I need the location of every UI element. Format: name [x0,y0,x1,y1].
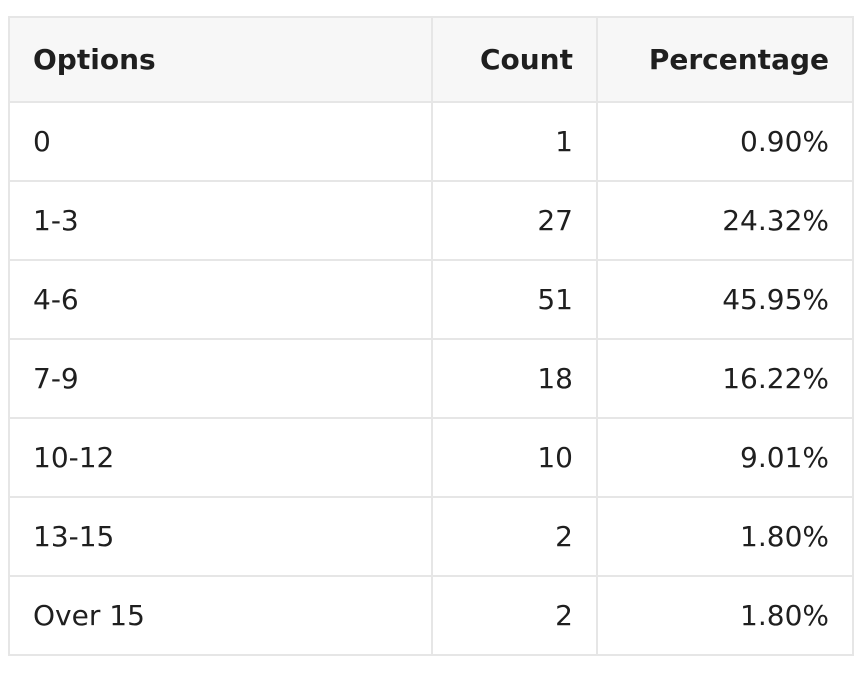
table-header: Options Count Percentage [8,16,854,103]
cell-percentage: 45.95% [596,259,854,340]
cell-count: 51 [431,259,598,340]
cell-option: 1-3 [8,180,433,261]
cell-count: 10 [431,417,598,498]
cell-count: 2 [431,496,598,577]
table-row: 13-15 2 1.80% [8,496,854,577]
results-table-container: Options Count Percentage 0 1 0.90% 1-3 2… [8,16,854,656]
cell-option: 13-15 [8,496,433,577]
table-row: Over 15 2 1.80% [8,575,854,656]
cell-percentage: 24.32% [596,180,854,261]
cell-percentage: 16.22% [596,338,854,419]
header-count: Count [431,16,598,103]
table-row: 10-12 10 9.01% [8,417,854,498]
header-percentage: Percentage [596,16,854,103]
results-table: Options Count Percentage 0 1 0.90% 1-3 2… [8,16,854,656]
cell-count: 18 [431,338,598,419]
cell-option: 4-6 [8,259,433,340]
cell-option: 0 [8,101,433,182]
cell-option: 10-12 [8,417,433,498]
cell-percentage: 1.80% [596,496,854,577]
cell-percentage: 1.80% [596,575,854,656]
cell-option: Over 15 [8,575,433,656]
cell-count: 27 [431,180,598,261]
table-body: 0 1 0.90% 1-3 27 24.32% 4-6 51 45.95% 7-… [8,101,854,656]
cell-option: 7-9 [8,338,433,419]
table-row: 4-6 51 45.95% [8,259,854,340]
cell-count: 2 [431,575,598,656]
table-row: 0 1 0.90% [8,101,854,182]
table-row: 7-9 18 16.22% [8,338,854,419]
cell-percentage: 9.01% [596,417,854,498]
header-row: Options Count Percentage [8,16,854,103]
cell-count: 1 [431,101,598,182]
header-options: Options [8,16,433,103]
table-row: 1-3 27 24.32% [8,180,854,261]
cell-percentage: 0.90% [596,101,854,182]
